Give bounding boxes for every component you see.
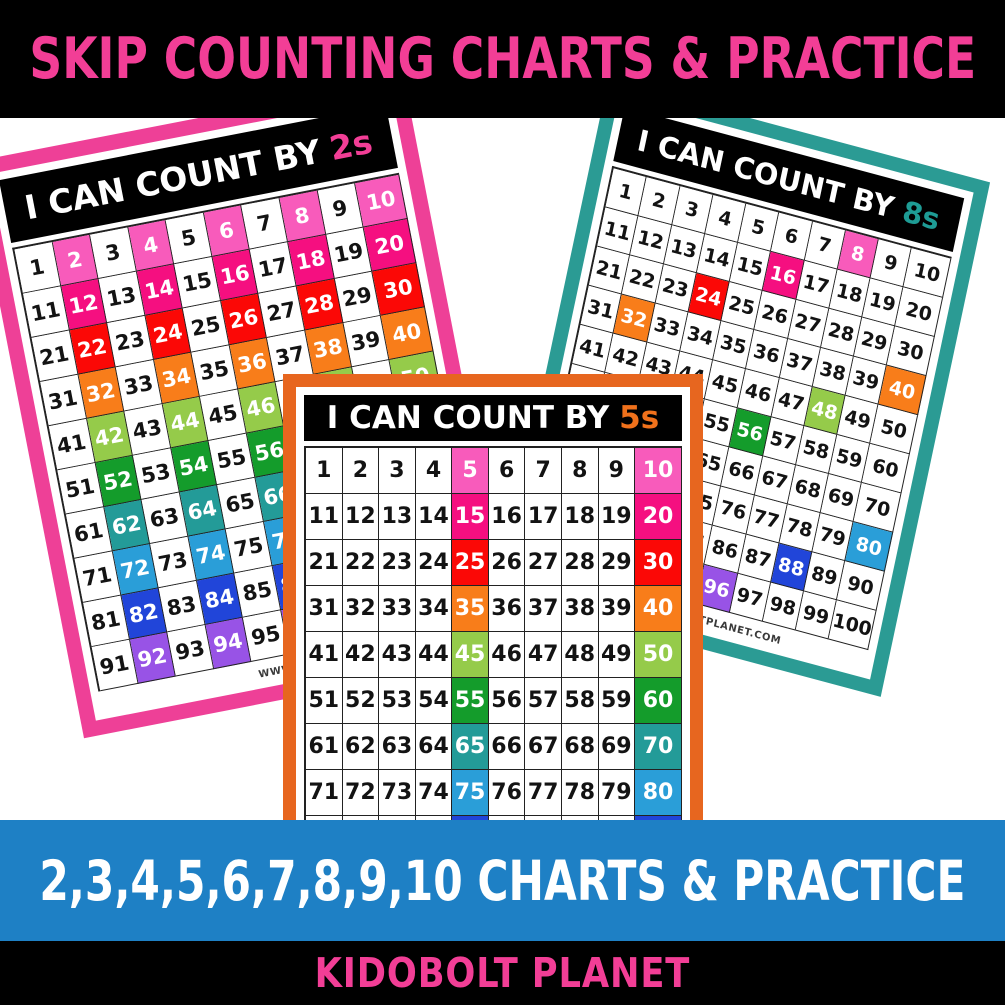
number-cell: 31 [306, 586, 343, 632]
number-cell: 61 [306, 724, 343, 770]
number-cell: 49 [598, 632, 636, 678]
number-cell: 9 [598, 448, 636, 494]
number-cell: 65 [452, 724, 489, 770]
number-cell: 78 [561, 770, 599, 816]
number-cell: 66 [488, 724, 526, 770]
poster-title-5s: I CAN COUNT BY 5s [304, 395, 682, 441]
number-cell: 51 [306, 678, 343, 724]
number-cell: 27 [525, 540, 562, 586]
number-cell: 32 [342, 586, 380, 632]
number-cell: 24 [415, 540, 453, 586]
number-cell: 26 [488, 540, 526, 586]
number-cell: 1 [306, 448, 343, 494]
poster-title-accent: 5s [619, 400, 660, 436]
number-cell: 55 [452, 678, 489, 724]
number-cell: 33 [379, 586, 416, 632]
number-cell: 35 [452, 586, 489, 632]
brand-name-text: KIDOBOLT PLANET [314, 949, 691, 997]
number-cell: 53 [379, 678, 416, 724]
number-cell: 28 [561, 540, 599, 586]
number-cell: 71 [306, 770, 343, 816]
number-cell: 62 [342, 724, 380, 770]
number-cell: 21 [306, 540, 343, 586]
number-cell: 50 [635, 632, 682, 678]
bottom-subtitle-text: 2,3,4,5,6,7,8,9,10 CHARTS & PRACTICE [39, 848, 966, 913]
number-cell: 12 [342, 494, 380, 540]
number-cell: 72 [342, 770, 380, 816]
number-cell: 59 [598, 678, 636, 724]
number-cell: 74 [415, 770, 453, 816]
number-cell: 19 [598, 494, 636, 540]
number-cell: 3 [379, 448, 416, 494]
number-cell: 8 [561, 448, 599, 494]
count-by-5s-poster: I CAN COUNT BY 5s 1 2 3 4 5 6 7 8 9 10 11 12 13 14 15 16 1… [283, 374, 703, 949]
number-cell: 22 [342, 540, 380, 586]
number-cell: 4 [415, 448, 453, 494]
number-cell: 6 [488, 448, 526, 494]
number-cell: 76 [488, 770, 526, 816]
number-cell: 39 [598, 586, 636, 632]
number-cell: 57 [525, 678, 562, 724]
poster-title-accent: 8s [899, 193, 943, 237]
number-cell: 38 [561, 586, 599, 632]
number-cell: 7 [525, 448, 562, 494]
number-cell: 80 [635, 770, 682, 816]
number-cell: 23 [379, 540, 416, 586]
number-cell: 30 [635, 540, 682, 586]
number-cell: 17 [525, 494, 562, 540]
number-cell: 13 [379, 494, 416, 540]
number-cell: 14 [415, 494, 453, 540]
number-cell: 5 [452, 448, 489, 494]
number-cell: 20 [635, 494, 682, 540]
number-cell: 69 [598, 724, 636, 770]
number-cell: 79 [598, 770, 636, 816]
number-cell: 43 [379, 632, 416, 678]
number-cell: 52 [342, 678, 380, 724]
number-cell: 70 [635, 724, 682, 770]
number-cell: 10 [635, 448, 682, 494]
number-cell: 2 [342, 448, 380, 494]
number-cell: 60 [635, 678, 682, 724]
top-title-banner: SKIP COUNTING CHARTS & PRACTICE [0, 0, 1005, 118]
number-cell: 48 [561, 632, 599, 678]
number-cell: 58 [561, 678, 599, 724]
hundred-grid-5s: 1 2 3 4 5 6 7 8 9 10 11 12 13 14 15 16 17 18 19 20 21 22 23 24 2… [304, 446, 682, 908]
number-cell: 63 [379, 724, 416, 770]
number-cell: 67 [525, 724, 562, 770]
number-cell: 36 [488, 586, 526, 632]
number-cell: 18 [561, 494, 599, 540]
brand-footer: KIDOBOLT PLANET [0, 941, 1005, 1005]
number-cell: 11 [306, 494, 343, 540]
poster-paper-5s: I CAN COUNT BY 5s 1 2 3 4 5 6 7 8 9 10 11 12 13 14 15 16 1… [296, 387, 690, 936]
number-cell: 42 [342, 632, 380, 678]
top-title-text: SKIP COUNTING CHARTS & PRACTICE [29, 26, 976, 92]
number-cell: 45 [452, 632, 489, 678]
number-cell: 34 [415, 586, 453, 632]
number-cell: 64 [415, 724, 453, 770]
number-cell: 15 [452, 494, 489, 540]
number-cell: 40 [635, 586, 682, 632]
number-cell: 16 [488, 494, 526, 540]
number-cell: 41 [306, 632, 343, 678]
number-cell: 47 [525, 632, 562, 678]
poster-title-accent: 2s [326, 121, 376, 168]
number-cell: 73 [379, 770, 416, 816]
number-cell: 56 [488, 678, 526, 724]
bottom-subtitle-banner: 2,3,4,5,6,7,8,9,10 CHARTS & PRACTICE [0, 820, 1005, 941]
poster-title-prefix: I CAN COUNT BY [326, 400, 610, 436]
number-cell: 44 [415, 632, 453, 678]
number-cell: 37 [525, 586, 562, 632]
number-cell: 46 [488, 632, 526, 678]
number-cell: 75 [452, 770, 489, 816]
number-cell: 54 [415, 678, 453, 724]
number-cell: 68 [561, 724, 599, 770]
poster-frame-5s: I CAN COUNT BY 5s 1 2 3 4 5 6 7 8 9 10 11 12 13 14 15 16 1… [283, 374, 703, 949]
number-cell: 77 [525, 770, 562, 816]
number-cell: 29 [598, 540, 636, 586]
number-cell: 25 [452, 540, 489, 586]
